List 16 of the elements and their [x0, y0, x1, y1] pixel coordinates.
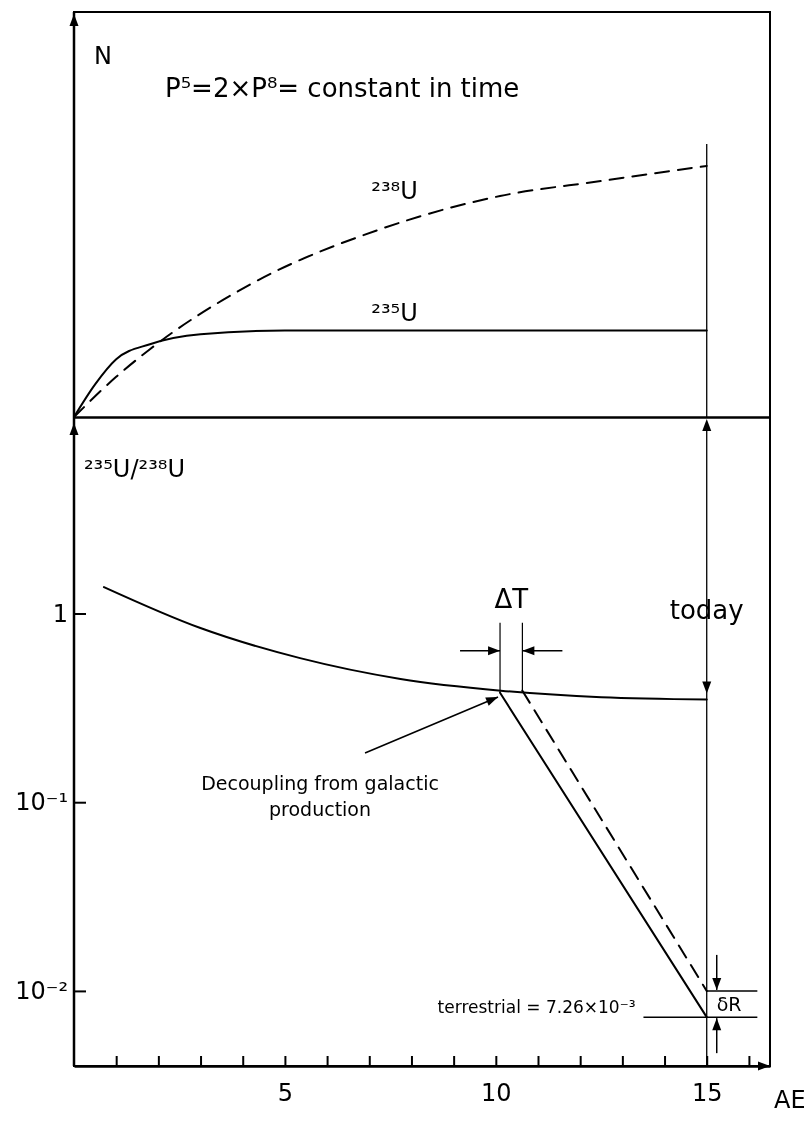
series-label: ²³⁵U: [371, 298, 418, 327]
annotation: Decoupling from galactic production: [201, 771, 439, 820]
x-tick-label: 15: [691, 1079, 723, 1108]
y-tick-label: 1: [52, 599, 68, 628]
series-label: ²³⁸U: [371, 176, 418, 205]
y-axis-title: N: [94, 42, 112, 70]
y-tick-label: 10⁻²: [15, 977, 68, 1006]
y-tick-label: 10⁻¹: [15, 788, 68, 817]
text: P⁵=2×P⁸= constant in time: [165, 73, 520, 103]
x-tick-label: 10: [481, 1079, 512, 1108]
y-axis-title: ²³⁵U/²³⁸U: [84, 455, 185, 483]
x-tick-label: 5: [277, 1079, 294, 1108]
x-axis-title: AE: [774, 1086, 804, 1114]
annotation: ΔT: [494, 583, 529, 614]
ref-line-label: terrestrial = 7.26×10⁻³: [437, 997, 636, 1018]
annotation: δR: [716, 993, 742, 1016]
